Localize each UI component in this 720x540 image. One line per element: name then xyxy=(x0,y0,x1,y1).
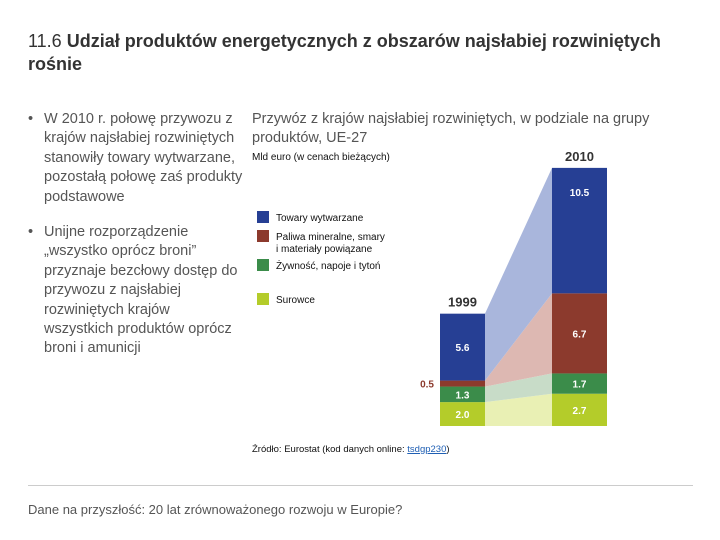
footer-divider xyxy=(28,485,693,486)
year-label: 1999 xyxy=(448,295,477,310)
bar-segment-2010-2 xyxy=(552,293,607,374)
value-label: 0.5 xyxy=(420,380,434,391)
year-label-box xyxy=(552,145,607,166)
bullet-symbol: • xyxy=(28,111,34,127)
slide-title: 11.6 Udział produktów energetycznych z o… xyxy=(28,30,668,76)
value-label: 2.0 xyxy=(456,410,470,421)
legend-label-3: Towary wytwarzane xyxy=(276,213,364,224)
bar-segment-2010-0 xyxy=(552,393,607,426)
bar-segment-2010-1 xyxy=(552,373,607,394)
legend-swatch-2 xyxy=(257,230,269,242)
year-label: 2010 xyxy=(565,149,594,164)
bar-segment-1999-1 xyxy=(440,386,485,403)
bar-segment-1999-3 xyxy=(440,313,485,381)
value-label: 1.3 xyxy=(456,390,470,401)
chart-source: Źródło: Eurostat (kod danych online: tsd… xyxy=(252,444,450,455)
legend-swatch-0 xyxy=(257,293,269,305)
year-label-box xyxy=(440,291,485,312)
connector-band-2 xyxy=(485,293,552,387)
connector-band-0 xyxy=(485,393,552,426)
bullet-text: W 2010 r. połowę przywozu z krajów najsł… xyxy=(44,111,243,205)
source-suffix: ) xyxy=(446,444,450,455)
value-label: 6.7 xyxy=(573,329,587,340)
bullet-item: • W 2010 r. połowę przywozu z krajów naj… xyxy=(28,110,243,207)
value-label: 5.6 xyxy=(456,343,470,354)
legend-label-2: Paliwa mineralne, smary i materiały powią… xyxy=(276,232,385,255)
bullet-item: • Unijne rozporządzenie „wszystko oprócz… xyxy=(28,223,243,359)
legend-label-1: Żywność, napoje i tytoń xyxy=(276,259,381,272)
value-label: 10.5 xyxy=(570,188,590,199)
chart-unit-label: Mld euro (w cenach bieżących) xyxy=(252,152,390,163)
footer-text: Dane na przyszłość: 20 lat zrównoważoneg… xyxy=(28,502,403,517)
legend-label-0: Surowce xyxy=(276,295,315,306)
source-data-code-link[interactable]: tsdgp230 xyxy=(407,444,447,455)
bar-segment-1999-0 xyxy=(440,402,485,426)
legend-swatch-1 xyxy=(257,259,269,271)
bullet-symbol: • xyxy=(28,224,34,241)
slide-title-text: Udział produktów energetycznych z obszar… xyxy=(28,31,661,74)
connector-band-3 xyxy=(485,167,552,381)
slide-title-number: 11.6 xyxy=(28,31,62,51)
bullet-text: Unijne rozporządzenie „wszystko oprócz b… xyxy=(44,224,238,357)
source-prefix: Źródło: Eurostat (kod danych online: xyxy=(252,444,408,455)
chart-title: Przywóz z krajów najsłabiej rozwiniętych… xyxy=(252,111,650,147)
connector-band-1 xyxy=(485,373,552,403)
value-label: 2.7 xyxy=(573,406,587,417)
value-label: 1.7 xyxy=(573,380,587,391)
legend-swatch-3 xyxy=(257,211,269,223)
bullet-list: • W 2010 r. połowę przywozu z krajów naj… xyxy=(28,110,243,359)
bar-segment-2010-3 xyxy=(552,167,607,294)
bar-segment-1999-2 xyxy=(440,380,485,387)
